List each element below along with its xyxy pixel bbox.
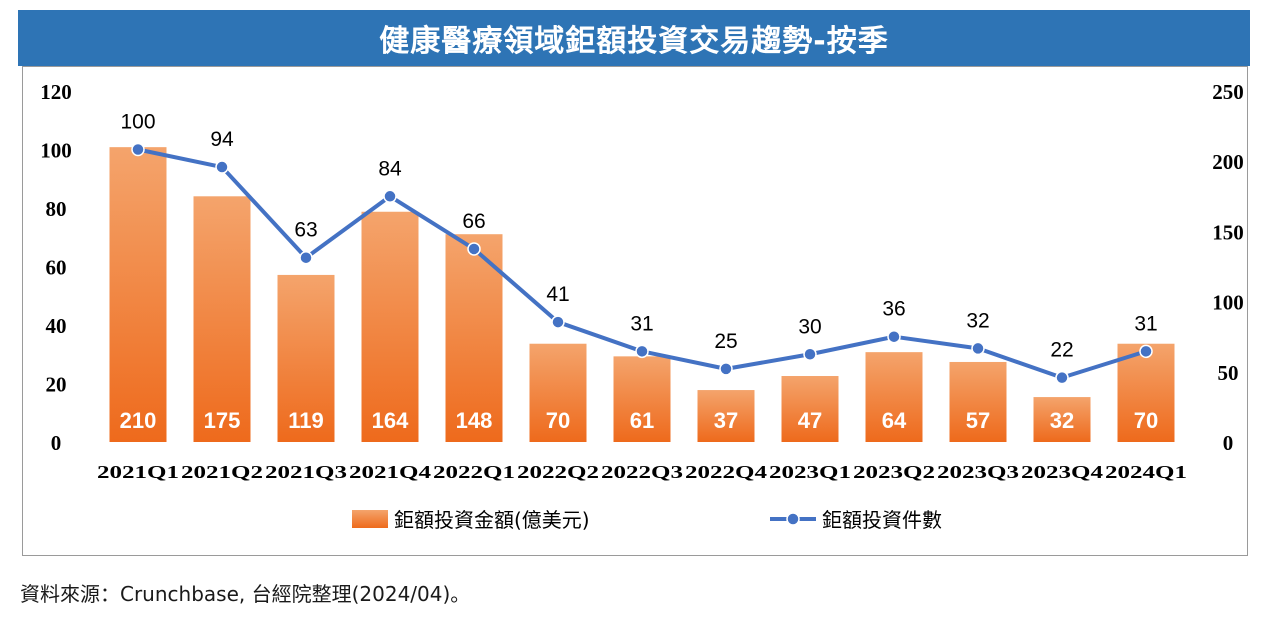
bar-value-label: 119 [288,408,324,433]
count-value-label: 22 [1050,339,1073,362]
x-tick-label: 2023Q4 [1021,462,1103,482]
count-point-2021Q2 [215,160,229,174]
count-value-label: 84 [378,157,402,180]
bar-value-label: 70 [546,408,570,433]
count-value-label: 94 [210,128,234,151]
source-note: 資料來源：Crunchbase, 台經院整理(2024/04)。 [20,582,471,606]
legend-line-label: 鉅額投資件數 [822,508,942,532]
bar-2021Q1 [109,147,167,442]
y-right-tick-label: 250 [1212,80,1244,104]
x-tick-label: 2022Q2 [517,462,599,482]
chart-title: 健康醫療領域鉅額投資交易趨勢-按季 [379,24,889,59]
bar-value-label: 61 [630,408,654,433]
count-point-2022Q4 [719,362,733,376]
bar-2022Q4 [697,390,755,442]
bar-value-label: 57 [966,408,990,433]
count-value-label: 100 [120,111,155,134]
count-point-2021Q1 [131,142,145,157]
y-right-tick-label: 200 [1212,150,1244,174]
bar-value-label: 47 [798,408,822,433]
x-tick-label: 2023Q2 [853,462,935,482]
count-value-label: 25 [714,330,737,353]
x-tick-label: 2021Q4 [349,462,431,482]
x-tick-label: 2022Q1 [433,462,515,482]
count-point-2023Q3 [971,341,985,356]
x-tick-label: 2023Q3 [937,462,1019,482]
y-right-tick-label: 50 [1218,361,1239,385]
bar-2021Q2 [193,196,251,442]
x-tick-label: 2024Q1 [1105,462,1187,482]
count-point-2023Q2 [887,329,901,344]
count-value-label: 36 [882,298,905,321]
chart-title-bar: 健康醫療領域鉅額投資交易趨勢-按季 [18,10,1250,66]
y-left-tick-label: 80 [46,197,67,221]
bar-2023Q3 [949,361,1007,442]
bar-2024Q1 [1117,343,1175,442]
bar-value-label: 175 [204,408,241,433]
count-value-label: 66 [462,210,485,233]
bar-value-label: 210 [120,408,157,433]
bar-2021Q3 [277,274,335,442]
legend-bar-label: 鉅額投資金額(億美元) [394,508,590,532]
count-value-label: 41 [546,283,569,306]
x-tick-label: 2022Q4 [685,462,767,482]
bar-2022Q1 [445,234,503,442]
count-value-label: 31 [630,312,653,335]
y-right-tick-label: 150 [1212,220,1244,244]
bar-value-label: 37 [714,408,738,433]
bar-2023Q1 [781,376,839,442]
x-tick-label: 2023Q1 [769,462,851,482]
count-point-2022Q1 [467,242,481,256]
count-value-label: 31 [1134,312,1157,335]
bar-value-label: 164 [372,408,409,433]
count-value-label: 63 [294,219,317,242]
count-value-label: 32 [966,309,989,332]
x-tick-label: 2021Q2 [181,462,263,482]
count-point-2022Q2 [551,315,565,329]
count-point-2022Q3 [635,344,649,359]
legend-line-marker [786,512,800,526]
count-value-label: 30 [798,315,821,338]
count-point-2021Q4 [383,189,397,204]
bar-value-label: 32 [1050,408,1074,433]
x-tick-label: 2021Q3 [265,462,347,482]
y-left-tick-label: 0 [51,431,62,455]
bar-2022Q3 [613,356,671,442]
y-left-tick-label: 60 [46,256,67,280]
bar-2021Q4 [361,211,419,442]
count-point-2023Q1 [803,347,817,361]
bar-2023Q2 [865,352,923,442]
y-right-tick-label: 0 [1223,431,1234,455]
legend-bar-swatch [352,510,388,528]
y-left-tick-label: 100 [40,139,72,163]
count-point-2023Q4 [1055,370,1069,385]
y-right-tick-label: 100 [1212,291,1244,315]
y-left-tick-label: 120 [40,80,72,104]
bar-value-label: 70 [1134,408,1158,433]
bar-value-label: 64 [882,408,907,433]
y-left-tick-label: 40 [46,314,67,338]
count-point-2024Q1 [1139,344,1153,359]
y-left-tick-label: 20 [46,373,67,397]
bar-2022Q2 [529,343,587,442]
x-tick-label: 2021Q1 [97,462,179,482]
x-tick-label: 2022Q3 [601,462,683,482]
bar-2023Q4 [1033,397,1091,442]
bar-value-label: 148 [456,408,493,433]
count-point-2021Q3 [299,250,313,265]
